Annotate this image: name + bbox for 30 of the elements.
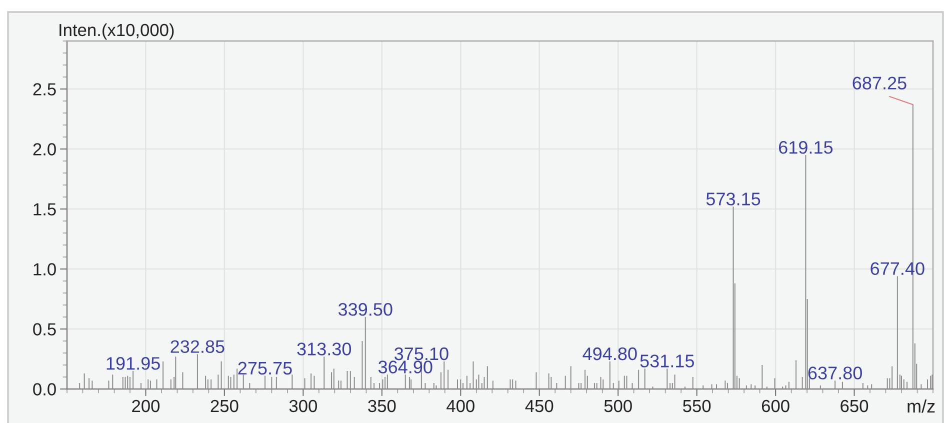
y-tick-label: 1.5 <box>34 203 56 216</box>
x-axis-title: m/z <box>908 399 935 413</box>
annotation: 232.85 <box>170 340 224 353</box>
annotation: 375.10 <box>394 347 448 360</box>
x-tick-label: 650 <box>840 400 868 412</box>
annotation: 275.75 <box>238 362 292 375</box>
annotation: 313.30 <box>297 342 352 356</box>
y-tick-label: 0.0 <box>33 383 56 396</box>
x-tick-label: 600 <box>762 400 790 412</box>
annotation: 687.25 <box>852 76 906 90</box>
y-tick-label: 2.5 <box>33 83 56 96</box>
x-tick-label: 550 <box>683 400 711 412</box>
x-tick-label: 400 <box>446 400 474 412</box>
x-tick-label: 500 <box>604 400 632 412</box>
annotation: 531.15 <box>640 354 694 368</box>
x-tick-label: 450 <box>525 400 554 412</box>
annotation: 191.95 <box>106 357 160 370</box>
x-tick-label: 250 <box>210 400 238 412</box>
x-tick-label: 300 <box>289 400 317 412</box>
y-axis-title: Inten.(x10,000) <box>60 23 174 40</box>
annotation: 637.80 <box>808 366 862 380</box>
annotation: 619.15 <box>779 141 833 154</box>
annotation: 339.50 <box>338 303 392 316</box>
y-tick-label: 1.0 <box>34 263 56 276</box>
annotation: 494.80 <box>582 347 637 360</box>
y-tick-label: 0.5 <box>33 323 56 336</box>
x-tick-label: 350 <box>368 400 396 412</box>
x-tick-label: 200 <box>132 400 160 412</box>
y-tick-label: 2.0 <box>33 143 56 156</box>
annotation: 573.15 <box>706 192 760 206</box>
